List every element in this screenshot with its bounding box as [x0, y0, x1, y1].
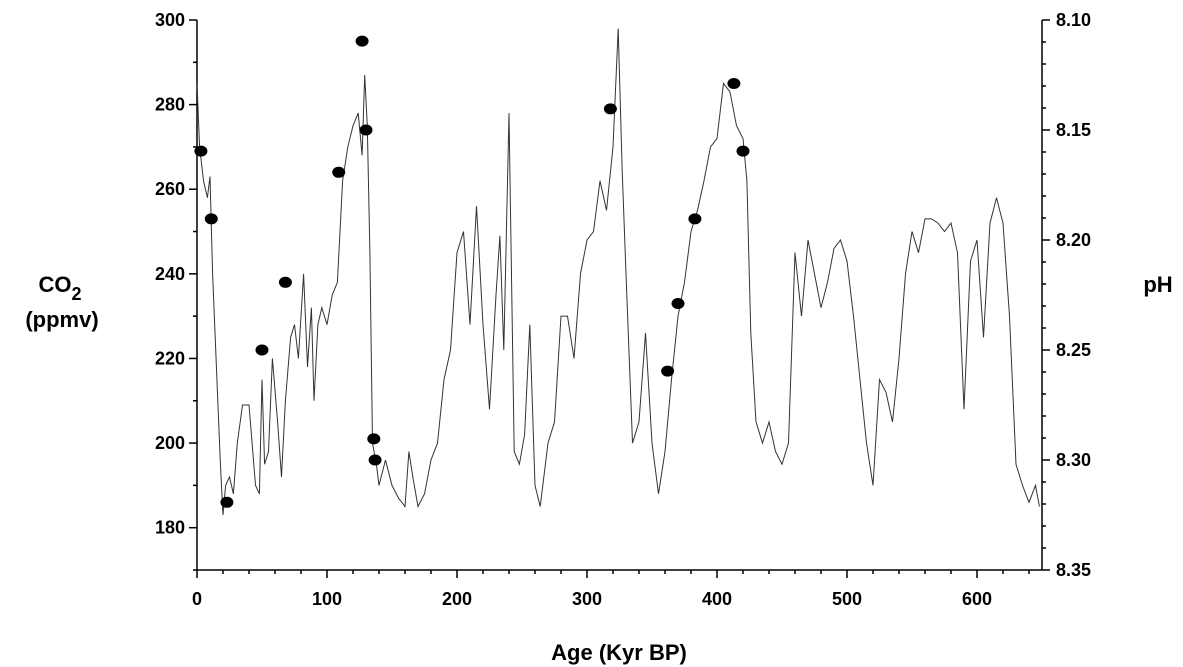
- tick-labels: 0 100 200 300 400 500 600 180 200 220 240 260 280 300…: [155, 10, 1091, 609]
- ph-data-point: [661, 365, 675, 377]
- right-y-tick-label: 8.20: [1056, 230, 1091, 250]
- ph-data-point: [671, 297, 685, 309]
- left-y-tick-label: 220: [155, 348, 185, 368]
- ph-data-point: [688, 213, 702, 225]
- x-tick-label: 600: [962, 589, 992, 609]
- ph-data-point: [255, 344, 269, 356]
- right-y-tick-label: 8.25: [1056, 340, 1091, 360]
- left-y-tick-label: 300: [155, 10, 185, 30]
- x-tick-label: 400: [702, 589, 732, 609]
- ph-data-point: [727, 77, 741, 89]
- left-y-tick-label: 240: [155, 264, 185, 284]
- points-group: [194, 35, 750, 508]
- ph-data-point: [204, 213, 218, 225]
- left-y-axis-title-sub: 2: [71, 284, 81, 304]
- co2-series-line: [196, 28, 1040, 516]
- ph-data-point: [355, 35, 369, 47]
- left-y-axis-unit: (ppmv): [25, 307, 98, 332]
- x-tick-label: 500: [832, 589, 862, 609]
- ph-data-point: [359, 124, 373, 136]
- x-axis-title: Age (Kyr BP): [551, 640, 687, 665]
- ph-data-point: [603, 103, 617, 115]
- axes: [196, 20, 1043, 571]
- x-tick-label: 0: [192, 589, 202, 609]
- right-y-tick-label: 8.15: [1056, 120, 1091, 140]
- ph-data-point: [367, 433, 381, 445]
- left-y-tick-label: 180: [155, 518, 185, 538]
- left-y-tick-label: 280: [155, 95, 185, 115]
- right-y-axis-title: pH: [1143, 272, 1172, 297]
- right-y-tick-label: 8.35: [1056, 560, 1091, 580]
- ph-data-point: [332, 166, 346, 178]
- x-tick-label: 200: [442, 589, 472, 609]
- left-y-axis-title: CO2: [38, 272, 81, 304]
- ticks: [189, 19, 1050, 578]
- series-group: [196, 28, 1040, 516]
- x-tick-label: 300: [572, 589, 602, 609]
- x-tick-label: 100: [312, 589, 342, 609]
- right-y-tick-label: 8.10: [1056, 10, 1091, 30]
- ph-data-point: [368, 454, 382, 466]
- ph-data-point: [194, 145, 208, 157]
- ph-data-point: [278, 276, 292, 288]
- ph-data-point: [220, 496, 234, 508]
- left-y-tick-label: 200: [155, 433, 185, 453]
- left-y-tick-label: 260: [155, 179, 185, 199]
- ph-data-point: [736, 145, 750, 157]
- right-y-tick-label: 8.30: [1056, 450, 1091, 470]
- left-y-axis-title-main: CO: [38, 272, 71, 297]
